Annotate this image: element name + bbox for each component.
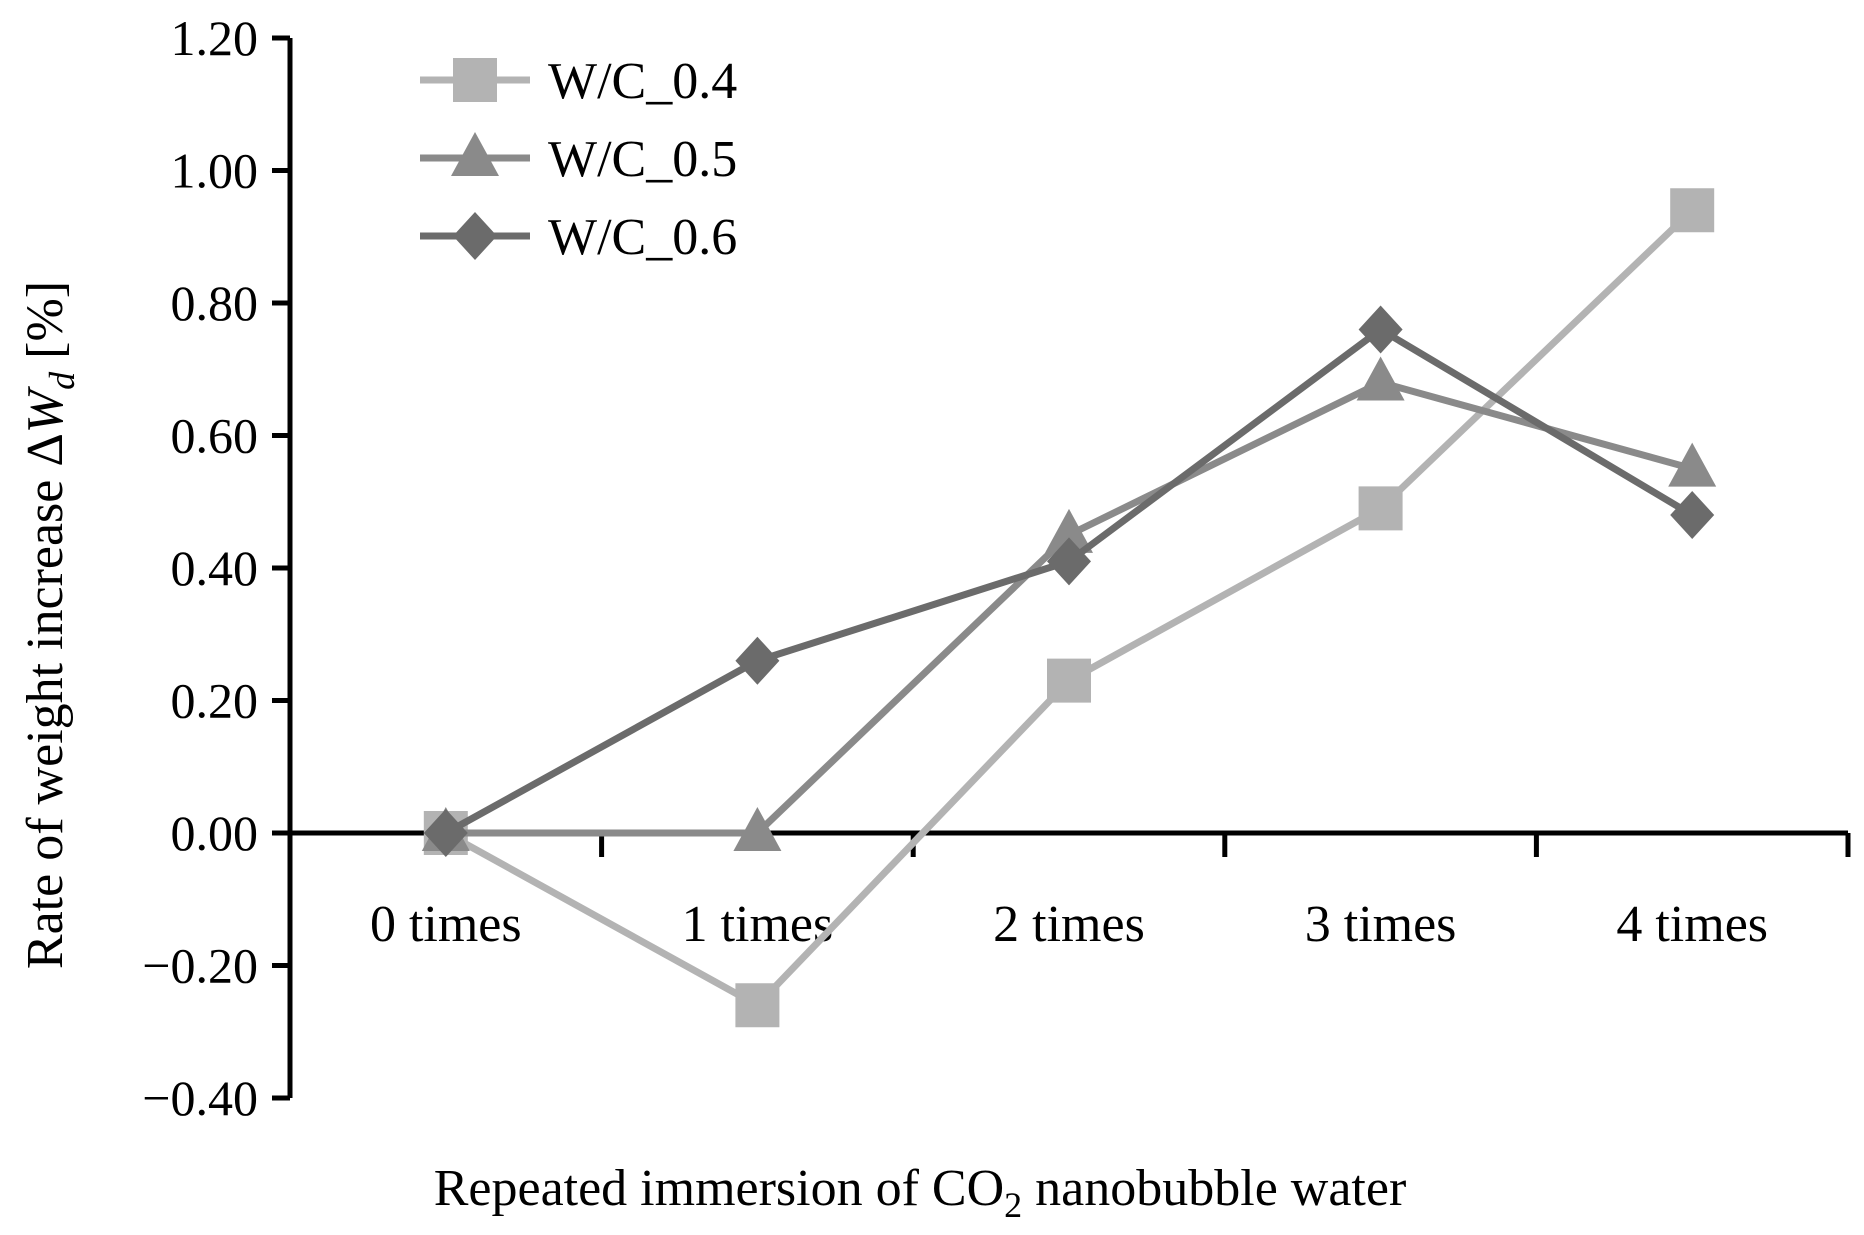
data-point [1356, 356, 1405, 401]
y-tick-label: −0.20 [142, 938, 258, 994]
data-point [1045, 508, 1093, 553]
y-tick-label: 0.00 [171, 805, 259, 861]
legend: W/C_0.4 W/C_0.5 W/C_0.6 [420, 53, 737, 266]
x-axis: 0 times 1 times 2 times 3 times 4 times [287, 830, 1851, 953]
y-tick-label: 1.20 [171, 10, 259, 66]
data-point [1670, 188, 1715, 233]
y-tick-label: 0.80 [171, 275, 259, 331]
data-point [423, 809, 468, 857]
series-line [445, 379, 1694, 837]
legend-item: W/C_0.4 [420, 53, 737, 110]
data-point [735, 636, 780, 685]
x-axis-title: Repeated immersion of CO2 nanobubble wat… [434, 1160, 1407, 1225]
y-axis-title: Rate of weight increase ΔWd [%] [17, 281, 82, 969]
legend-marker [453, 58, 497, 102]
x-category-label: 3 times [1305, 896, 1457, 953]
x-category-label: 1 times [682, 896, 834, 953]
y-tick-label: 0.60 [171, 408, 259, 464]
series-w-c-0-5 [421, 356, 1717, 851]
series-layer [421, 188, 1717, 1028]
data-point [733, 807, 782, 851]
data-point [1358, 486, 1403, 531]
series-w-c-0-6 [423, 305, 1715, 857]
legend-marker [453, 212, 497, 260]
y-tick-label: 0.40 [171, 540, 259, 596]
y-tick-label: −0.40 [142, 1070, 258, 1126]
x-category-label: 4 times [1616, 896, 1768, 953]
data-point [735, 983, 780, 1028]
y-tick-label: 0.20 [171, 673, 259, 729]
series-line [444, 207, 1695, 1009]
y-axis: −0.40 −0.20 0.00 0.20 0.40 0.60 0.80 1.00 1.20 [142, 10, 293, 1126]
data-point [1047, 537, 1091, 586]
legend-label: W/C_0.4 [548, 53, 737, 110]
y-tick-label: 1.00 [171, 143, 259, 199]
data-point [1358, 305, 1403, 354]
legend-item: W/C_0.6 [420, 209, 737, 266]
legend-label: W/C_0.5 [548, 131, 737, 188]
legend-marker [451, 132, 499, 176]
x-category-label: 2 times [993, 896, 1145, 953]
x-category-label: 0 times [370, 896, 522, 953]
legend-item: W/C_0.5 [420, 131, 737, 188]
legend-label: W/C_0.6 [548, 209, 737, 266]
data-point [1047, 658, 1091, 703]
data-point [1668, 442, 1717, 487]
data-point [1670, 491, 1715, 539]
